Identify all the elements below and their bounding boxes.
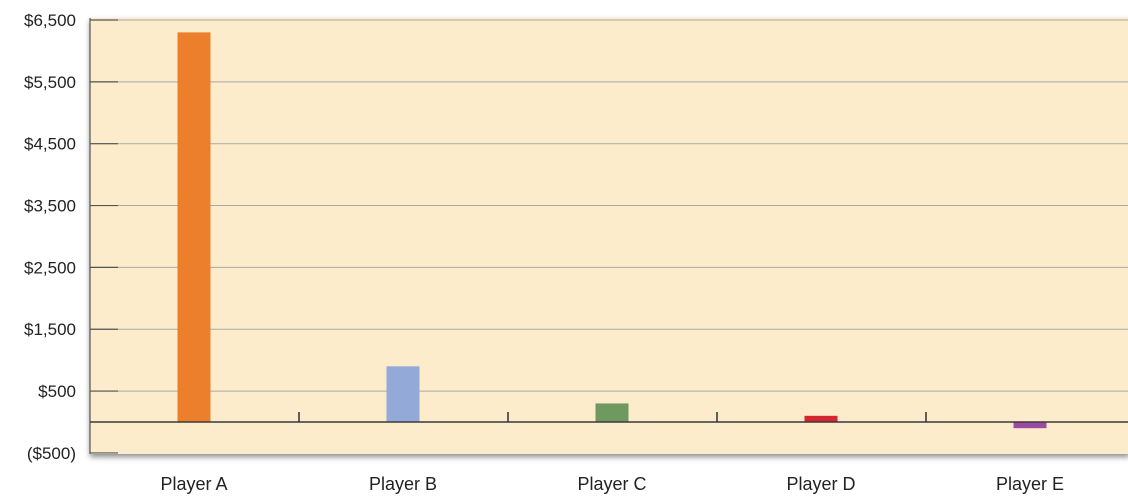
x-tick-label: Player C bbox=[577, 474, 646, 494]
x-tick-label: Player E bbox=[996, 474, 1064, 494]
bar-player-a bbox=[177, 32, 211, 422]
y-tick-label: $1,500 bbox=[24, 320, 76, 339]
bar-player-c bbox=[595, 403, 629, 422]
axes bbox=[89, 18, 1128, 454]
y-tick-label: $500 bbox=[38, 382, 76, 401]
y-tick-label: $6,500 bbox=[24, 11, 76, 30]
bars bbox=[177, 32, 1047, 429]
y-tick-label: $2,500 bbox=[24, 258, 76, 277]
y-tick-label: $4,500 bbox=[24, 135, 76, 154]
bar-player-b bbox=[386, 366, 420, 422]
bar-player-e bbox=[1013, 422, 1047, 429]
x-tick-label: Player B bbox=[369, 474, 437, 494]
plot-area bbox=[90, 18, 1128, 454]
bar-player-d bbox=[804, 415, 838, 422]
y-tick-label: $3,500 bbox=[24, 197, 76, 216]
x-tick-labels: Player A Player B Player C Player D Player E bbox=[160, 474, 1064, 494]
y-tick-labels: $6,500 $5,500 $4,500 $3,500 $2,500 $1,500 $500… bbox=[24, 11, 76, 463]
x-tick-label: Player D bbox=[786, 474, 855, 494]
x-tick-label: Player A bbox=[160, 474, 227, 494]
y-tick-label: $5,500 bbox=[24, 73, 76, 92]
y-tick-label: ($500) bbox=[27, 444, 76, 463]
gridlines bbox=[90, 19, 1128, 392]
